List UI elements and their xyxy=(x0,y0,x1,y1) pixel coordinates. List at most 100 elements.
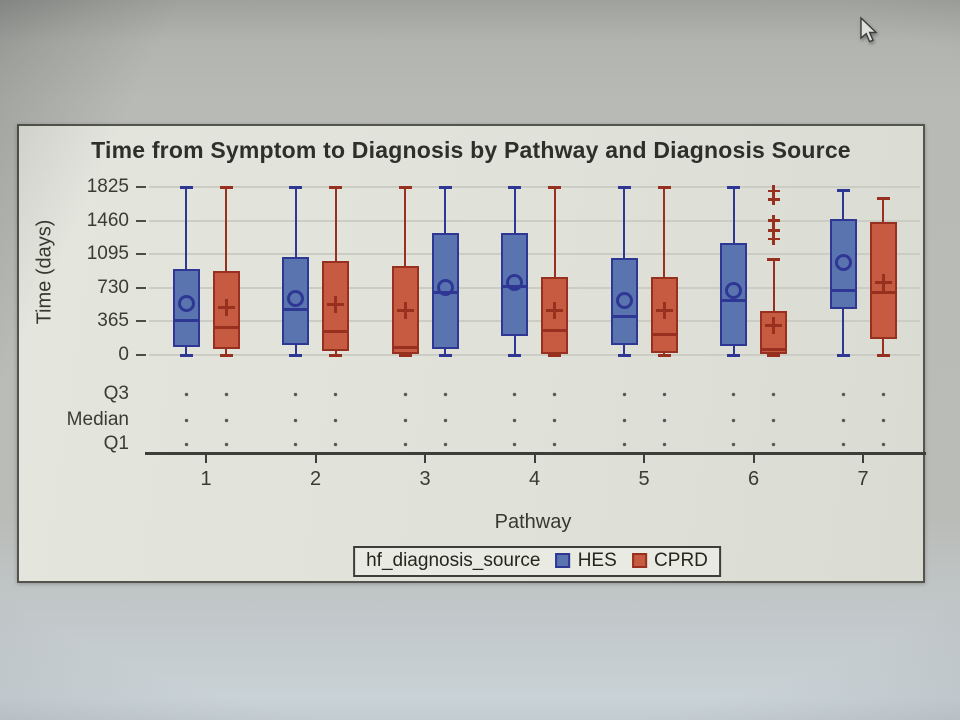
whisker-cap-bottom xyxy=(289,353,302,357)
whisker-cap-top xyxy=(219,185,233,189)
mean-marker-plus xyxy=(881,273,885,291)
legend: hf_diagnosis_source HES CPRD xyxy=(353,546,721,577)
whisker-cap-bottom xyxy=(398,353,412,357)
whisker-lower xyxy=(334,351,337,355)
x-tick-label: 1 xyxy=(200,468,212,490)
legend-swatch-hes xyxy=(555,553,571,568)
median-line xyxy=(541,328,568,332)
whisker-upper xyxy=(553,187,556,277)
whisker-cap-top xyxy=(836,188,850,192)
mean-marker-circle xyxy=(436,279,454,297)
whisker-cap-top xyxy=(617,185,631,189)
mean-marker-circle xyxy=(177,294,195,312)
whisker-cap-top xyxy=(548,185,561,189)
whisker-cap-bottom xyxy=(548,353,561,357)
stat-value-dot xyxy=(403,442,407,446)
whisker-cap-bottom xyxy=(508,353,521,357)
whisker-cap-bottom xyxy=(657,353,671,357)
whisker-cap-bottom xyxy=(836,353,850,357)
whisker-cap-bottom xyxy=(876,353,890,357)
whisker-lower xyxy=(444,349,446,355)
whisker-upper xyxy=(513,187,516,234)
x-tick xyxy=(752,454,755,463)
stat-value-dot xyxy=(334,418,337,422)
gridline xyxy=(149,320,920,323)
y-axis-tick xyxy=(136,320,146,323)
median-line xyxy=(610,314,638,318)
outlier-marker xyxy=(772,233,775,245)
stat-value-dot xyxy=(184,392,188,396)
whisker-upper xyxy=(732,187,735,243)
stat-row-label: Q3 xyxy=(103,383,129,404)
x-tick-label: 3 xyxy=(419,468,431,490)
stat-value-dot xyxy=(553,418,556,422)
gridline xyxy=(149,186,920,188)
median-line xyxy=(212,325,240,329)
y-axis-tick-label: 0 xyxy=(118,344,129,365)
stat-value-dot xyxy=(622,442,626,446)
whisker-cap-bottom xyxy=(727,353,740,357)
gridline xyxy=(149,253,920,256)
y-axis-tick-label: 1095 xyxy=(86,243,129,265)
x-tick xyxy=(424,454,426,463)
stat-value-dot xyxy=(184,418,188,422)
mean-marker-plus xyxy=(553,302,556,320)
whisker-lower xyxy=(294,344,297,355)
plot-area: 0 365 730 1095 1460 1825 Q3 Median Q1 1 2 3 4 5 6 7 xyxy=(19,126,926,581)
x-tick-label: 2 xyxy=(309,468,322,490)
median-line xyxy=(829,289,857,293)
mean-marker-circle xyxy=(615,292,633,310)
stat-value-dot xyxy=(732,418,735,422)
whisker-upper xyxy=(225,187,227,272)
box-iqr xyxy=(541,276,568,355)
outlier-marker xyxy=(772,214,775,227)
stat-value-dot xyxy=(662,392,666,396)
x-tick xyxy=(533,454,536,463)
stat-value-dot xyxy=(732,442,735,446)
stat-value-dot xyxy=(224,442,228,446)
whisker-upper xyxy=(444,187,446,233)
whisker-lower xyxy=(623,344,625,355)
legend-swatch-cprd xyxy=(631,553,647,568)
whisker-lower xyxy=(842,308,844,355)
mean-marker-plus xyxy=(662,302,666,320)
outlier-marker xyxy=(772,193,775,206)
y-axis-tick xyxy=(136,186,146,188)
stat-value-dot xyxy=(772,392,775,396)
whisker-lower xyxy=(732,345,735,355)
gridline xyxy=(149,286,920,289)
whisker-lower xyxy=(225,348,227,355)
legend-item-hes: HES xyxy=(549,550,617,572)
median-line xyxy=(650,333,678,337)
whisker-upper xyxy=(623,187,625,259)
stat-value-dot xyxy=(772,442,775,446)
stat-value-dot xyxy=(294,418,297,422)
median-line xyxy=(720,299,747,303)
stat-value-dot xyxy=(553,442,556,446)
whisker-upper xyxy=(404,187,406,266)
whisker-cap-top xyxy=(508,185,521,189)
whisker-upper xyxy=(294,187,297,257)
median-line xyxy=(322,329,349,333)
stat-value-dot xyxy=(881,392,885,396)
whisker-cap-bottom xyxy=(438,353,452,357)
whisker-cap-top xyxy=(289,185,302,189)
mean-marker-circle xyxy=(287,290,304,308)
stat-value-dot xyxy=(881,442,885,446)
x-axis-title: Pathway xyxy=(494,511,572,533)
stat-value-dot xyxy=(184,442,188,446)
stat-row-label: Q1 xyxy=(103,433,129,454)
chart-panel: Time from Symptom to Diagnosis by Pathwa… xyxy=(17,124,926,583)
whisker-cap-top xyxy=(876,197,890,200)
whisker-cap-top xyxy=(329,185,342,189)
stat-value-dot xyxy=(224,392,228,396)
x-tick xyxy=(862,454,864,463)
whisker-upper xyxy=(185,187,187,270)
stat-value-dot xyxy=(772,418,775,422)
whisker-cap-bottom xyxy=(767,353,780,357)
stat-value-dot xyxy=(622,392,626,396)
x-tick-label: 4 xyxy=(528,468,541,490)
stat-value-dot xyxy=(662,418,666,422)
whisker-cap-bottom xyxy=(329,353,342,357)
x-axis-line xyxy=(145,452,926,455)
